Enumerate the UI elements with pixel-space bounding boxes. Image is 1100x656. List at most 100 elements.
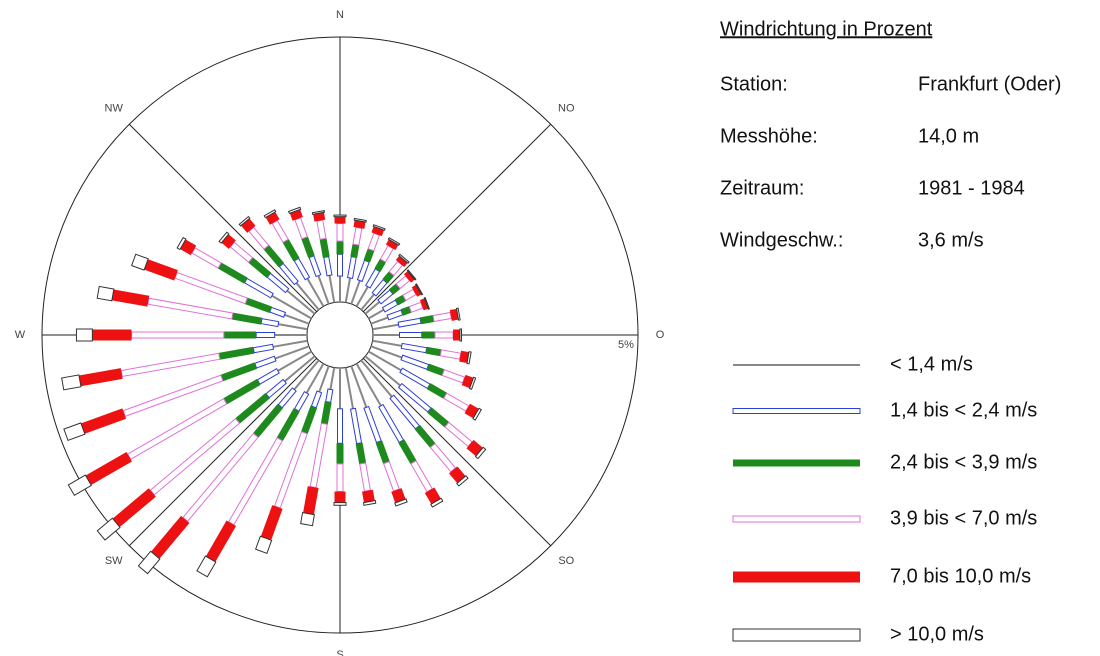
wind-segment xyxy=(400,306,412,316)
wind-segment xyxy=(295,282,320,311)
wind-segment xyxy=(434,331,454,339)
direction xyxy=(96,285,308,331)
wind-segment xyxy=(308,255,322,278)
r-tick-label: 5% xyxy=(618,339,634,351)
legend-swatch xyxy=(733,571,860,583)
wind-segment xyxy=(217,262,248,284)
wind-segment xyxy=(310,390,323,409)
wind-segment xyxy=(453,329,460,341)
wind-segment xyxy=(432,311,452,323)
legend-swatch xyxy=(732,628,861,642)
wind-segment xyxy=(394,498,408,507)
wind-segment xyxy=(449,308,459,321)
wind-segment xyxy=(350,243,360,258)
wind-segment xyxy=(243,277,274,299)
compass-label: S xyxy=(336,649,343,656)
wind-segment xyxy=(389,283,401,295)
wind-segment xyxy=(272,339,308,348)
wind-segment xyxy=(271,219,289,243)
direction xyxy=(355,237,401,307)
wind-segment xyxy=(372,339,402,347)
wind-segment xyxy=(319,238,330,258)
wind-segment xyxy=(263,209,277,219)
wind-segment xyxy=(260,318,280,328)
wind-segment xyxy=(363,248,375,263)
wind-segment xyxy=(353,220,366,229)
wind-segment xyxy=(147,297,234,320)
wind-segment xyxy=(284,313,310,325)
wind-segment xyxy=(466,351,472,365)
wind-segment xyxy=(399,367,431,390)
wind-segment xyxy=(287,206,302,215)
wind-segment xyxy=(318,365,330,393)
info-label: Station: xyxy=(720,73,788,95)
wind-segment xyxy=(429,442,457,473)
wind-segment xyxy=(111,289,150,307)
wind-segment xyxy=(196,555,217,578)
wind-segment xyxy=(360,359,393,398)
wind-segment xyxy=(75,328,93,342)
wind-segment xyxy=(377,289,394,305)
wind-segment xyxy=(424,487,441,505)
wind-segment xyxy=(419,298,429,311)
compass-label: W xyxy=(15,329,26,341)
wind-segment xyxy=(365,268,381,289)
direction xyxy=(196,363,325,578)
wind-segment xyxy=(419,315,435,325)
wind-segment xyxy=(364,301,381,315)
wind-segment xyxy=(459,328,463,342)
legend-swatch xyxy=(733,459,860,467)
wind-segment xyxy=(309,422,328,489)
wind-segment xyxy=(382,460,400,492)
wind-segment xyxy=(254,355,277,369)
wind-segment xyxy=(120,352,221,378)
direction xyxy=(372,339,472,365)
wind-segment xyxy=(229,241,254,263)
wind-segment xyxy=(220,362,257,382)
wind-segment xyxy=(371,278,388,297)
wind-segment xyxy=(305,363,325,394)
wind-segment xyxy=(381,299,399,313)
compass-label: O xyxy=(656,329,665,341)
wind-segment xyxy=(353,217,367,223)
wind-segment xyxy=(374,258,387,272)
wind-segment xyxy=(131,331,225,339)
wind-segment xyxy=(96,285,115,302)
wind-segment xyxy=(223,378,261,405)
wind-segment xyxy=(421,331,436,339)
wind-segment xyxy=(144,259,178,281)
wind-segment xyxy=(468,376,477,390)
wind-segment xyxy=(423,296,430,310)
wind-segment xyxy=(391,488,406,503)
wind-segment xyxy=(293,391,310,412)
wind-segment xyxy=(248,257,272,278)
direction xyxy=(238,215,320,311)
wind-segment xyxy=(238,215,251,227)
wind-segment xyxy=(400,342,428,354)
direction xyxy=(300,367,336,527)
wind-segment xyxy=(311,210,326,215)
wind-segment xyxy=(373,334,400,336)
wind-segment xyxy=(385,239,399,250)
legend-label: 2,4 bis < 3,9 m/s xyxy=(890,451,1037,473)
wind-segment xyxy=(255,535,273,554)
direction xyxy=(368,283,424,320)
direction xyxy=(360,253,410,311)
wind-segment xyxy=(364,355,401,387)
wind-segment xyxy=(368,308,385,320)
wind-segment xyxy=(265,211,280,225)
legend-label: < 1,4 m/s xyxy=(890,353,973,375)
wind-segment xyxy=(408,301,424,313)
wind-segment xyxy=(260,505,283,541)
wind-segment xyxy=(130,253,149,271)
info-value: 1981 - 1984 xyxy=(918,177,1025,199)
wind-segment xyxy=(356,259,370,283)
wind-segment xyxy=(336,463,344,492)
wind-segment xyxy=(323,256,333,277)
compass-spoke xyxy=(128,357,318,547)
legend-label: 1,4 bis < 2,4 m/s xyxy=(890,399,1037,421)
wind-segment xyxy=(221,234,236,249)
wind-segment xyxy=(395,255,408,267)
wind-segment xyxy=(334,491,346,503)
wind-segment xyxy=(350,280,361,305)
